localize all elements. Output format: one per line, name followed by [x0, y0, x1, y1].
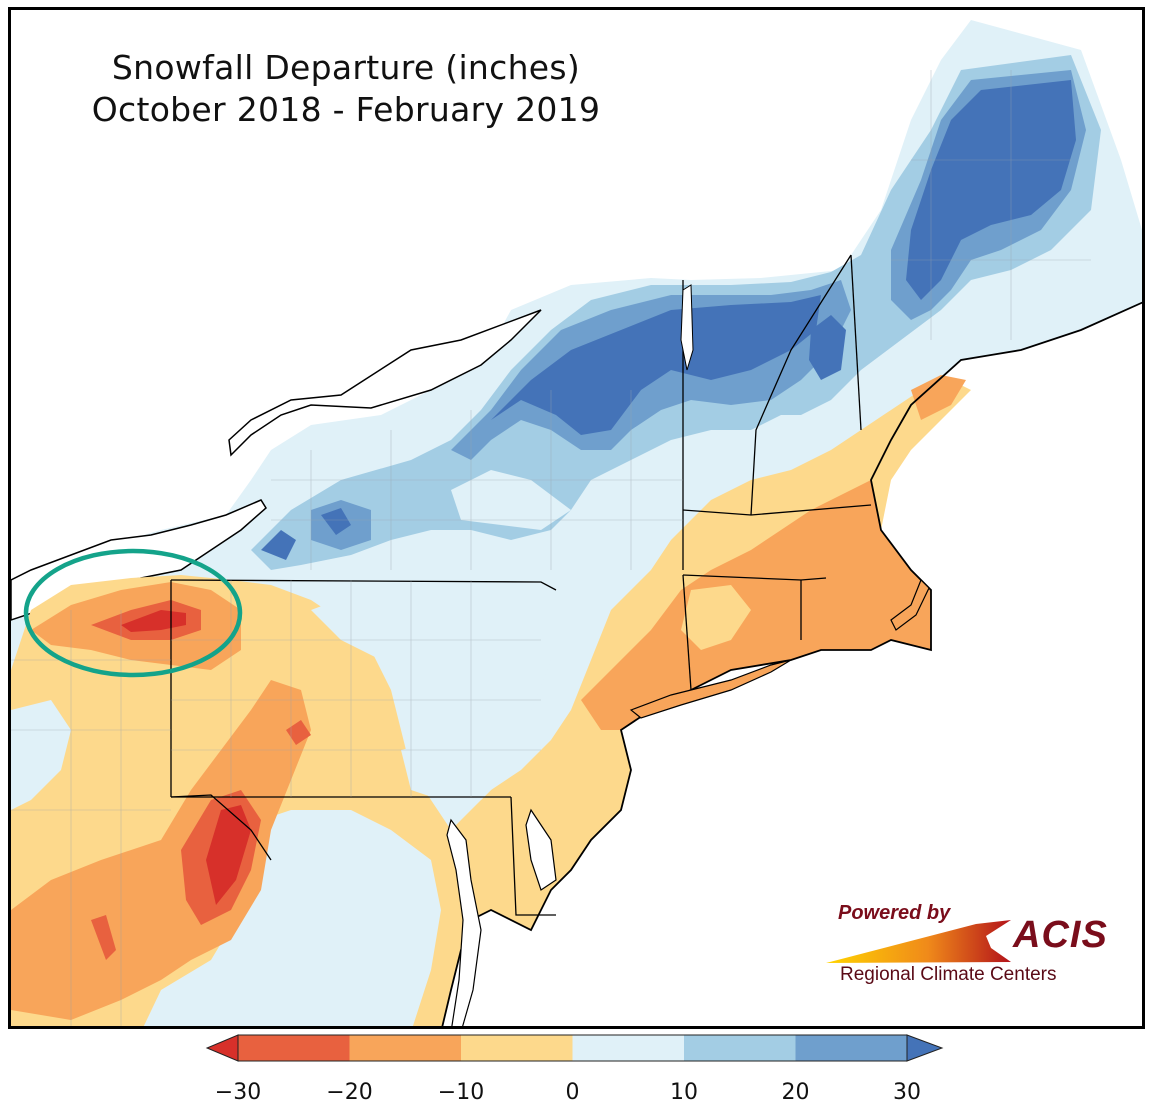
- contour-neg-20-10-west: [11, 680, 311, 1020]
- map-title-line-2: October 2018 - February 2019: [91, 90, 601, 129]
- colorbar-tick-label: −10: [437, 1080, 485, 1105]
- contour-over-ny-west: [261, 530, 296, 560]
- contour-ohio-light: [11, 700, 71, 810]
- colorbar-bins: [205, 1034, 944, 1062]
- colorbar-under-arrow: [205, 1034, 239, 1062]
- delaware-bay: [525, 808, 557, 891]
- acis-logo: Powered by ACIS Regional Climate Centers: [826, 900, 1116, 996]
- colorbar-tick-label: −20: [326, 1080, 373, 1105]
- colorbar-bin: [795, 1035, 907, 1061]
- colorbar-tick-label: 0: [565, 1080, 580, 1105]
- md-de-border: [510, 796, 556, 916]
- colorbar-bin: [572, 1035, 684, 1061]
- map-title-line-1: Snowfall Departure (inches): [111, 48, 581, 87]
- colorbar-bin: [684, 1035, 796, 1061]
- pa-ny-border: [170, 579, 557, 591]
- contour-md-light: [143, 810, 441, 1026]
- nh-me-border: [850, 254, 862, 431]
- colorbar-tick-label: 10: [670, 1080, 698, 1105]
- colorbar-outline: [237, 1034, 908, 1062]
- vt-ma-border: [682, 504, 872, 516]
- contour-over-ny-mid: [321, 508, 351, 535]
- colorbar: [205, 1034, 944, 1062]
- colorbar-tick-label: −30: [214, 1080, 262, 1105]
- colorbar-tick-label: 30: [893, 1080, 921, 1105]
- contour-under-erie: [121, 610, 186, 632]
- contour-over-nh: [809, 315, 846, 380]
- county-lines: [11, 70, 1091, 1026]
- logo-subtitle: Regional Climate Centers: [840, 964, 1057, 985]
- map-panel: Snowfall Departure (inches) October 2018…: [8, 7, 1145, 1029]
- coastline: [441, 301, 1142, 1026]
- contour-over-me: [906, 80, 1076, 300]
- wv-md-border: [170, 794, 272, 861]
- colorbar-bin: [461, 1035, 573, 1061]
- contour-pos-hole-1: [451, 470, 571, 530]
- highlight-ellipse: [23, 548, 243, 678]
- ny-ct-border: [682, 574, 692, 691]
- contour-pa-light: [311, 590, 551, 730]
- chesapeake-bay: [446, 818, 482, 1026]
- contour-under-md: [206, 805, 251, 905]
- logo-brand: ACIS: [1013, 914, 1108, 956]
- contour-neg-20-10-ne: [581, 480, 931, 730]
- logo-powered-by: Powered by: [838, 902, 951, 924]
- long-island: [629, 659, 792, 719]
- colorbar-over-arrow: [906, 1034, 944, 1062]
- contour-pos-hole-2: [751, 415, 811, 460]
- contour-neg-20-10-nh: [911, 375, 966, 420]
- colorbar-tick-label: 20: [781, 1080, 810, 1105]
- lake-champlain: [680, 284, 694, 371]
- lake-ontario: [228, 309, 542, 457]
- contour-pos-hole-3: [971, 280, 1041, 340]
- contour-neg-20-10-ct: [681, 585, 751, 650]
- contour-neg-30-20-pa: [286, 720, 311, 745]
- contour-nj-light: [401, 740, 501, 800]
- snowfall-departure-map: [11, 20, 1142, 1026]
- colorbar-bin: [349, 1035, 461, 1061]
- contour-over-adk: [491, 295, 821, 435]
- colorbar-bin: [238, 1035, 350, 1061]
- logo-swoosh-icon: [826, 920, 1011, 963]
- vt-nh-border: [750, 254, 852, 516]
- cape-cod: [890, 578, 930, 631]
- contour-neg-30-20-va: [91, 915, 116, 960]
- state-boundaries: [170, 254, 872, 916]
